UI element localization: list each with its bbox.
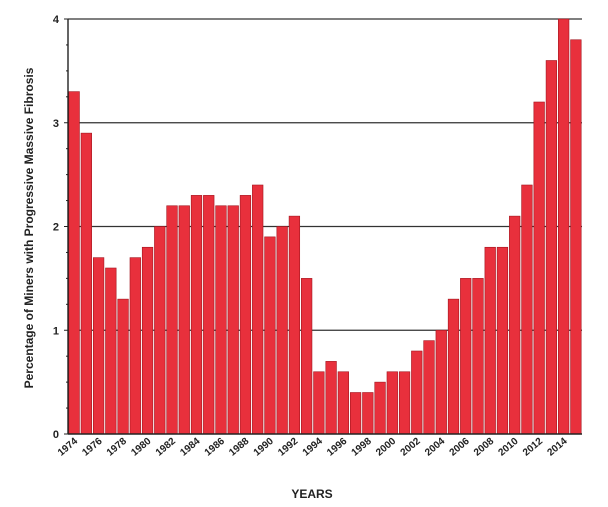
bar-1982 [166, 205, 178, 435]
bar-1990 [264, 236, 276, 435]
x-tick-labels: 1974 1976 1978 1980 1982 1984 1986 1988 1990 1992… [56, 436, 570, 459]
gridlines [68, 18, 582, 331]
bar-2014 [558, 18, 570, 435]
x-tick-label: 1988 [227, 436, 251, 459]
bar-2006 [460, 278, 472, 435]
bar-2003 [423, 340, 435, 435]
axes [64, 18, 582, 435]
bar-2012 [533, 101, 545, 435]
x-tick-label: 1982 [154, 436, 178, 459]
x-tick-label: 1986 [203, 436, 227, 459]
bar-1996 [337, 371, 349, 435]
x-tick-label: 1980 [129, 436, 153, 459]
bar-2010 [509, 215, 521, 435]
x-tick-label: 1976 [80, 436, 104, 459]
bar-2015 [570, 39, 582, 435]
bar-1989 [252, 184, 264, 435]
bar-2001 [398, 371, 411, 435]
y-tick-label: 0 [53, 429, 59, 441]
x-tick-label: 2012 [521, 436, 545, 459]
bar-1994 [313, 371, 325, 435]
x-tick-label: 1992 [276, 436, 300, 459]
bar-2011 [521, 184, 533, 435]
y-tick-label: 1 [53, 325, 59, 337]
bar-1997 [349, 392, 362, 435]
bar-2007 [472, 278, 484, 435]
y-tick-label: 4 [53, 14, 60, 26]
bar-1974 [68, 91, 80, 435]
bar-2013 [545, 60, 558, 435]
x-tick-label: 2014 [545, 436, 569, 459]
bar-2002 [411, 350, 423, 435]
bar-2005 [447, 298, 460, 435]
bar-1995 [325, 361, 337, 435]
bar-1993 [301, 278, 313, 435]
y-axis-title: Percentage of Miners with Progressive Ma… [22, 67, 36, 388]
y-tick-label: 2 [53, 222, 59, 234]
bar-1978 [117, 298, 129, 435]
x-tick-label: 1998 [350, 436, 374, 459]
bar-1977 [105, 267, 117, 435]
bar-2000 [386, 371, 398, 435]
x-tick-label: 1974 [56, 436, 80, 459]
bar-1983 [178, 205, 190, 435]
bar-1984 [190, 195, 203, 435]
x-tick-label: 1978 [105, 436, 129, 459]
bar-2009 [496, 246, 509, 435]
bar-1999 [374, 381, 386, 435]
bar-1988 [239, 195, 252, 435]
x-tick-label: 1994 [301, 436, 325, 459]
x-axis-title: YEARS [291, 487, 332, 501]
x-tick-label: 2010 [497, 436, 521, 459]
x-tick-label: 2000 [374, 436, 398, 459]
bar-2008 [484, 246, 496, 435]
bar-1976 [92, 257, 105, 435]
x-tick-label: 1996 [325, 436, 349, 459]
x-tick-label: 2006 [448, 436, 472, 459]
x-tick-label: 2004 [423, 436, 447, 459]
bar-1979 [129, 257, 141, 435]
bar-1975 [80, 132, 92, 435]
bar-1980 [141, 246, 154, 435]
bar-1981 [154, 226, 166, 435]
bars [68, 18, 582, 435]
bar-2004 [435, 329, 447, 435]
x-tick-label: 2008 [472, 436, 496, 459]
y-tick-labels: 0 1 2 3 4 [53, 14, 60, 441]
bar-1987 [227, 205, 239, 435]
x-tick-label: 1984 [178, 436, 202, 459]
bar-1985 [203, 195, 215, 435]
x-tick-label: 2002 [399, 436, 423, 459]
bar-1986 [215, 205, 227, 435]
x-tick-label: 1990 [252, 436, 276, 459]
bar-1991 [276, 226, 288, 435]
y-tick-label: 3 [53, 118, 59, 130]
bar-1992 [288, 215, 301, 435]
bar-1998 [362, 392, 374, 435]
